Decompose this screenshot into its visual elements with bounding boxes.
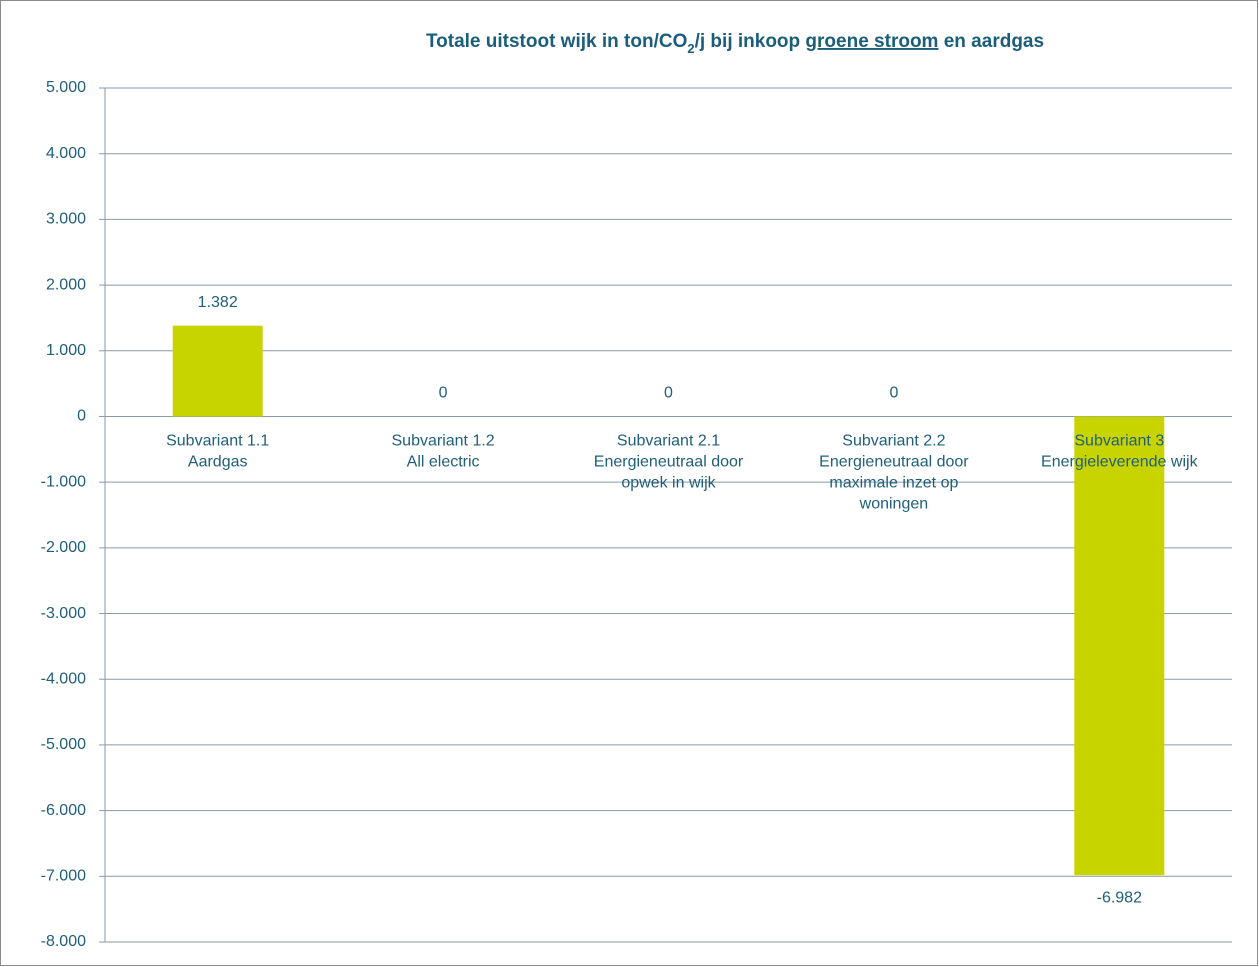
y-tick-label: -7.000 [41, 868, 86, 885]
x-tick-label: All electric [407, 454, 480, 471]
y-tick-label: -8.000 [41, 933, 86, 950]
x-tick-label: Subvariant 3 [1074, 433, 1164, 450]
x-tick-label: Aardgas [188, 454, 248, 471]
x-tick-label: Subvariant 2.2 [842, 433, 945, 450]
title-part: /j bij inkoop [695, 31, 806, 52]
y-tick-label: -3.000 [41, 605, 86, 622]
y-tick-label: 1.000 [46, 342, 86, 359]
y-tick-label: 0 [77, 408, 86, 425]
value-label: 1.382 [198, 294, 238, 311]
value-label: -6.982 [1097, 889, 1142, 906]
y-tick-label: 3.000 [46, 211, 86, 228]
value-label: 0 [439, 385, 448, 402]
y-tick-label: 4.000 [46, 145, 86, 162]
value-label: 0 [889, 385, 898, 402]
x-tick-label: Subvariant 2.1 [617, 433, 720, 450]
title-part: en aardgas [938, 31, 1044, 52]
x-tick-label: Energieneutraal door [594, 454, 744, 471]
y-tick-label: -5.000 [41, 736, 86, 753]
y-tick-label: -1.000 [41, 473, 86, 490]
value-label: 0 [664, 385, 673, 402]
title-part: groene stroom [805, 31, 938, 52]
y-tick-label: -4.000 [41, 670, 86, 687]
x-tick-label: Energieneutraal door [819, 454, 969, 471]
y-tick-label: 5.000 [46, 79, 86, 96]
x-tick-label: Subvariant 1.2 [392, 433, 495, 450]
chart-title: Totale uitstoot wijk in ton/CO2/j bij in… [426, 31, 1044, 56]
bar [172, 325, 263, 417]
bar [1074, 416, 1165, 876]
x-tick-label: opwek in wijk [621, 475, 716, 492]
y-tick-label: -6.000 [41, 802, 86, 819]
title-part: Totale uitstoot wijk in ton/CO [426, 31, 687, 52]
x-tick-label: Energieleverende wijk [1041, 454, 1199, 471]
y-tick-label: -2.000 [41, 539, 86, 556]
title-part: 2 [687, 41, 694, 56]
x-tick-label: woningen [859, 496, 929, 513]
y-tick-label: 2.000 [46, 276, 86, 293]
x-tick-label: maximale inzet op [829, 475, 958, 492]
x-tick-label: Subvariant 1.1 [166, 433, 269, 450]
